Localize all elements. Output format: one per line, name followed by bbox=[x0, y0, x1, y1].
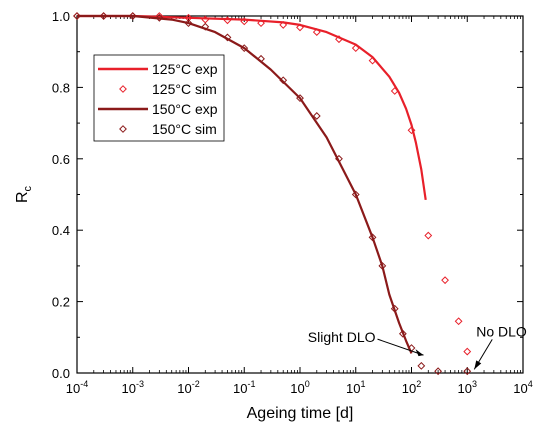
series-marker-1 bbox=[351, 44, 360, 53]
series-marker-3 bbox=[390, 304, 399, 313]
series-marker-1 bbox=[184, 13, 193, 22]
series-marker-1 bbox=[279, 21, 288, 29]
series-layer bbox=[73, 12, 472, 376]
y-tick-label: 0.8 bbox=[52, 80, 70, 95]
annotation-arrow-head bbox=[415, 349, 424, 357]
series-line-0 bbox=[77, 14, 427, 201]
legend-label: 125°C exp bbox=[152, 61, 218, 77]
x-tick-label: 10-4 bbox=[66, 379, 88, 396]
y-axis-label-main: R bbox=[14, 191, 31, 203]
legend-marker-swatch bbox=[119, 125, 127, 133]
series-marker-1 bbox=[424, 231, 433, 240]
annotation-no-dlo: No DLO bbox=[476, 323, 527, 339]
legend-marker-swatch bbox=[119, 85, 127, 93]
series-marker-3 bbox=[312, 112, 321, 120]
series-marker-3 bbox=[201, 22, 210, 31]
series-marker-1 bbox=[441, 276, 449, 285]
series-marker-3 bbox=[335, 154, 343, 163]
series-marker-3 bbox=[223, 33, 232, 42]
series-marker-3 bbox=[184, 19, 193, 28]
annotation-arrow bbox=[377, 338, 424, 356]
series-marker-3 bbox=[378, 261, 387, 270]
legend-label: 125°C sim bbox=[152, 81, 217, 97]
annotation-layer: Slight DLO No DLO bbox=[308, 323, 527, 370]
series-marker-1 bbox=[390, 87, 399, 95]
series-marker-1 bbox=[368, 56, 377, 65]
x-axis-label: Ageing time [d] bbox=[247, 405, 354, 422]
series-marker-3 bbox=[257, 54, 265, 63]
x-tick-label: 10-1 bbox=[233, 379, 255, 396]
series-marker-3 bbox=[434, 367, 443, 376]
series-marker-1 bbox=[407, 126, 416, 135]
x-tick-label: 10-3 bbox=[122, 379, 144, 396]
series-marker-3 bbox=[463, 367, 472, 376]
series-line-2 bbox=[77, 14, 413, 354]
series-marker-1 bbox=[240, 17, 249, 26]
y-tick-label: 0.2 bbox=[52, 295, 70, 310]
series-marker-1 bbox=[335, 35, 343, 44]
annotation-slight-dlo: Slight DLO bbox=[308, 329, 376, 345]
series-marker-1 bbox=[257, 19, 265, 28]
series-marker-3 bbox=[417, 361, 426, 370]
y-tick-label: 0.4 bbox=[52, 223, 70, 238]
series-marker-3 bbox=[351, 190, 360, 199]
x-tick-label: 101 bbox=[346, 379, 365, 396]
series-marker-1 bbox=[312, 28, 321, 36]
y-tick-label: 1.0 bbox=[52, 9, 70, 24]
axes: 0.0 0.2 0.4 0.6 0.8 1.0 10-4 10-3 10-2 10-1 100 101… bbox=[52, 9, 533, 396]
x-tick-label: 104 bbox=[513, 379, 532, 396]
series-marker-1 bbox=[201, 15, 210, 24]
series-marker-1 bbox=[454, 317, 463, 326]
y-tick-label: 0.6 bbox=[52, 152, 70, 167]
series-marker-3 bbox=[155, 13, 164, 22]
series-marker-3 bbox=[240, 44, 249, 53]
series-marker-3 bbox=[296, 94, 304, 103]
series-marker-3 bbox=[73, 12, 81, 20]
y-axis-label: Rc bbox=[14, 185, 34, 203]
series-marker-1 bbox=[463, 347, 472, 356]
series-marker-3 bbox=[279, 76, 288, 85]
series-marker-3 bbox=[128, 12, 137, 20]
x-tick-label: 10-2 bbox=[177, 379, 199, 396]
x-tick-label: 102 bbox=[402, 379, 421, 396]
x-tick-label: 100 bbox=[290, 379, 309, 396]
y-axis-label-sub: c bbox=[22, 185, 34, 191]
series-marker-3 bbox=[368, 233, 377, 242]
x-tick-label: 103 bbox=[458, 379, 477, 396]
annotation-arrow-head bbox=[474, 360, 482, 370]
series-marker-3 bbox=[398, 329, 407, 338]
series-marker-3 bbox=[99, 12, 108, 20]
legend-label: 150°C sim bbox=[152, 121, 217, 137]
legend: 125°C exp 125°C sim 150°C exp 150°C sim bbox=[93, 54, 225, 142]
series-marker-1 bbox=[223, 16, 232, 25]
legend-label: 150°C exp bbox=[152, 101, 218, 117]
series-marker-1 bbox=[296, 23, 304, 32]
y-tick-label: 0.0 bbox=[52, 366, 70, 381]
